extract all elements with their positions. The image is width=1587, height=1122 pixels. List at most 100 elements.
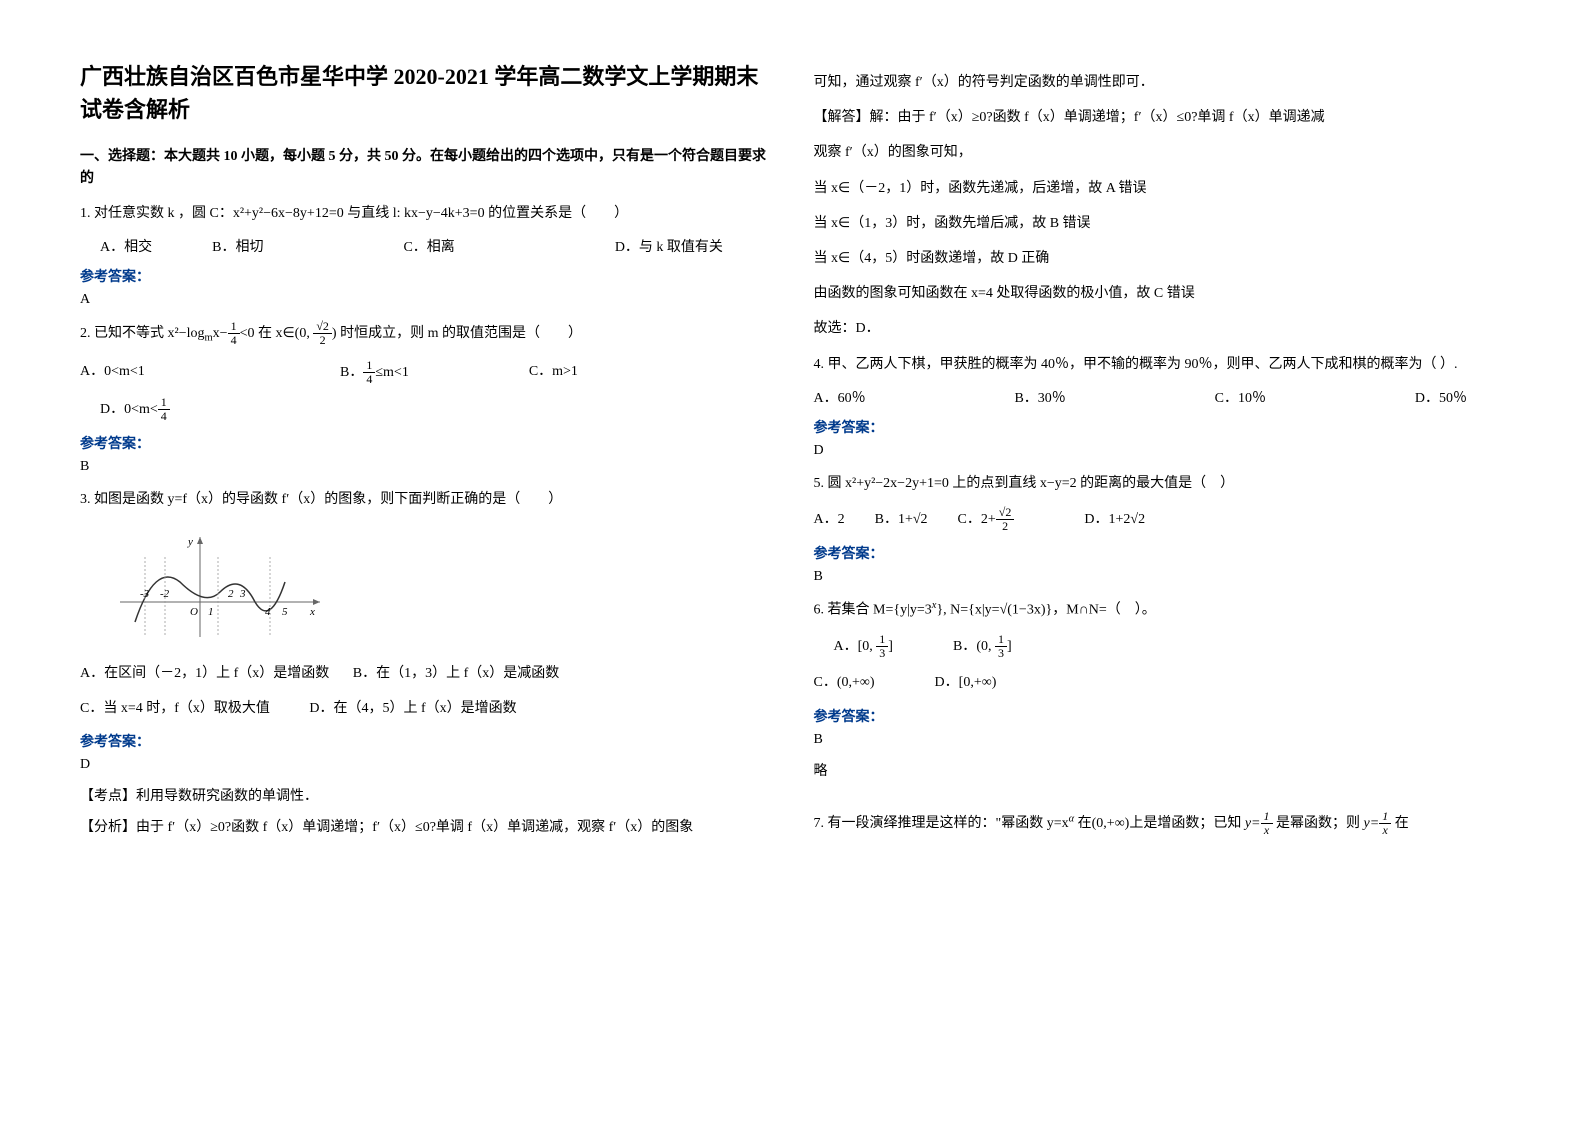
q7-stem-a: 7. 有一段演绎推理是这样的："幂函数 y=x bbox=[814, 816, 1069, 831]
frac-1-4-b: 14 bbox=[363, 359, 375, 386]
q2-opt-d-pre: D．0<m< bbox=[100, 402, 158, 417]
q6-opt-c: C．(0,+∞) bbox=[814, 670, 875, 695]
frac-1-3-b: 13 bbox=[995, 633, 1007, 660]
frac-sqrt2-2-b: √22 bbox=[996, 506, 1015, 533]
svg-text:O: O bbox=[190, 606, 198, 618]
q4-opt-c: C．10％ bbox=[1215, 387, 1266, 407]
q2-opt-c: C．m>1 bbox=[529, 359, 578, 386]
q3-stem: 3. 如图是函数 y=f（x）的导函数 f′（x）的图象，则下面判断正确的是（ … bbox=[80, 487, 774, 512]
q6-ref-label: 参考答案： bbox=[814, 706, 1508, 726]
q6-options-ab: A．[0, 13] B．(0, 13] bbox=[814, 633, 1508, 660]
frac-1-x-b: 1x bbox=[1379, 810, 1391, 837]
q5-opt-a: A．2 bbox=[814, 507, 845, 532]
q6-b-pre: B． bbox=[953, 639, 976, 654]
q2-sub-m: m bbox=[204, 333, 212, 344]
q1-answer: A bbox=[80, 292, 774, 308]
q7-stem-b: 在(0,+∞)上是增函数；已知 bbox=[1074, 816, 1245, 831]
q4-opt-d: D．50％ bbox=[1415, 387, 1467, 407]
q4-stem: 4. 甲、乙两人下棋，甲获胜的概率为 40％，甲不输的概率为 90％，则甲、乙两… bbox=[814, 352, 1508, 377]
q6-a-val: [0, 13] bbox=[858, 639, 893, 654]
q2-opt-b: B．14≤m<1 bbox=[340, 359, 409, 386]
q2-stem-bx: x− bbox=[213, 326, 228, 341]
q6-a-pre: A． bbox=[834, 639, 858, 654]
q6-brief: 略 bbox=[814, 760, 1508, 780]
q5-answer: B bbox=[814, 569, 1508, 585]
q1-opt-b: B．相切 bbox=[212, 236, 263, 256]
q1-opt-d: D．与 k 取值有关 bbox=[615, 236, 723, 256]
q2-stem-a: 2. 已知不等式 x²−log bbox=[80, 326, 204, 341]
q6-stem-a: 6. 若集合 M={y|y=3 bbox=[814, 603, 932, 618]
frac-1-3-a: 13 bbox=[876, 633, 888, 660]
doc-title: 广西壮族自治区百色市星华中学 2020-2021 学年高二数学文上学期期末试卷含… bbox=[80, 60, 774, 126]
q2-opt-b-post: ≤m<1 bbox=[375, 364, 408, 379]
q6-options-cd: C．(0,+∞) D．[0,+∞) bbox=[814, 670, 1508, 695]
q4-ref-label: 参考答案： bbox=[814, 417, 1508, 437]
svg-text:-3: -3 bbox=[140, 588, 150, 600]
q4-opt-b: B．30％ bbox=[1014, 387, 1065, 407]
svg-text:4: 4 bbox=[265, 606, 271, 618]
q4-opt-a: A．60％ bbox=[814, 387, 866, 407]
q3-opt-a: A．在区间（－2，1）上 f（x）是增函数 bbox=[80, 666, 329, 681]
q3-answer: D bbox=[80, 757, 774, 773]
q4-answer: D bbox=[814, 443, 1508, 459]
q7-fn1: y=1x bbox=[1245, 816, 1273, 831]
frac-1-x-a: 1x bbox=[1261, 810, 1273, 837]
q2-answer: B bbox=[80, 459, 774, 475]
q7-stem-c: 是幂函数；则 bbox=[1273, 816, 1364, 831]
q3-opts-ab: A．在区间（－2，1）上 f（x）是增函数 B．在（1，3）上 f（x）是减函数 bbox=[80, 661, 774, 686]
q6-stem-b: }, N={x|y=√(1−3x)}，M∩N=（ ）。 bbox=[936, 603, 1155, 618]
q6-opt-a: A．[0, 13] bbox=[834, 633, 893, 660]
q3-opt-c: C．当 x=4 时，f（x）取极大值 bbox=[80, 701, 270, 716]
q2-opt-b-pre: B． bbox=[340, 364, 363, 379]
q3-analysis: 【分析】由于 f′（x）≥0?函数 f（x）单调递增；f′（x）≤0?单调 f（… bbox=[80, 815, 774, 840]
q3-r1: 可知，通过观察 f′（x）的符号判定函数的单调性即可． bbox=[814, 70, 1508, 95]
q1: 1. 对任意实数 k ，圆 C：x²+y²−6x−8y+12=0 与直线 l: … bbox=[80, 201, 774, 226]
q1-stem: 1. 对任意实数 k ，圆 C：x²+y²−6x−8y+12=0 与直线 l: … bbox=[80, 206, 628, 221]
right-column: 可知，通过观察 f′（x）的符号判定函数的单调性即可． 【解答】解：由于 f′（… bbox=[814, 60, 1508, 850]
frac-sqrt2-2: √22 bbox=[313, 320, 332, 347]
q4-options: A．60％ B．30％ C．10％ D．50％ bbox=[814, 387, 1508, 407]
q3-graph: -3 -2 O 1 2 3 4 5 x y bbox=[80, 527, 774, 647]
q3-opt-b: B．在（1，3）上 f（x）是减函数 bbox=[353, 666, 560, 681]
frac-1-4-c: 14 bbox=[158, 396, 170, 423]
svg-text:-2: -2 bbox=[160, 588, 170, 600]
q3-r4: 当 x∈（－2，1）时，函数先递减，后递增，故 A 错误 bbox=[814, 176, 1508, 201]
q2: 2. 已知不等式 x²−logmx−14<0 在 x∈(0, √22) 时恒成立… bbox=[80, 320, 774, 349]
q1-opt-a: A．相交 bbox=[100, 236, 152, 256]
q1-opt-c: C．相离 bbox=[403, 236, 454, 256]
svg-text:2: 2 bbox=[228, 588, 234, 600]
q2-ref-label: 参考答案： bbox=[80, 433, 774, 453]
q3-r3: 观察 f′（x）的图象可知， bbox=[814, 140, 1508, 165]
q3-tag: 【考点】利用导数研究函数的单调性． bbox=[80, 785, 774, 805]
q2-stem-c: <0 在 x∈(0, bbox=[240, 326, 314, 341]
q3-r5: 当 x∈（1，3）时，函数先增后减，故 B 错误 bbox=[814, 211, 1508, 236]
frac-1-4-a: 14 bbox=[228, 320, 240, 347]
svg-text:5: 5 bbox=[282, 606, 288, 618]
q6-stem: 6. 若集合 M={y|y=3x}, N={x|y=√(1−3x)}，M∩N=（… bbox=[814, 597, 1508, 623]
q2-options-row2: D．0<m<14 bbox=[80, 396, 774, 423]
q5-ref-label: 参考答案： bbox=[814, 543, 1508, 563]
q6-b-val: (0, 13] bbox=[976, 639, 1011, 654]
q1-options: A．相交 B．相切 C．相离 D．与 k 取值有关 bbox=[80, 236, 774, 256]
left-column: 广西壮族自治区百色市星华中学 2020-2021 学年高二数学文上学期期末试卷含… bbox=[80, 60, 774, 850]
q3-ref-label: 参考答案： bbox=[80, 731, 774, 751]
svg-text:y: y bbox=[187, 536, 193, 548]
svg-text:3: 3 bbox=[239, 588, 246, 600]
q7: 7. 有一段演绎推理是这样的："幂函数 y=xα 在(0,+∞)上是增函数；已知… bbox=[814, 810, 1508, 837]
q5-opt-c: C．2+√22 bbox=[958, 506, 1015, 533]
page-root: 广西壮族自治区百色市星华中学 2020-2021 学年高二数学文上学期期末试卷含… bbox=[80, 60, 1507, 850]
q3-r8: 故选：D． bbox=[814, 316, 1508, 341]
q5-options: A．2 B．1+√2 C．2+√22 D．1+2√2 bbox=[814, 506, 1508, 533]
q5-opt-d: D．1+2√2 bbox=[1084, 507, 1145, 532]
q1-ref-label: 参考答案： bbox=[80, 266, 774, 286]
q3-r6: 当 x∈（4，5）时函数递增，故 D 正确 bbox=[814, 246, 1508, 271]
q2-opt-a: A．0<m<1 bbox=[80, 359, 340, 386]
q3-opt-d: D．在（4，5）上 f（x）是增函数 bbox=[309, 701, 516, 716]
q2-options-row1: A．0<m<1 B．14≤m<1 C．m>1 bbox=[80, 359, 774, 386]
q2-opt-d: D．0<m<14 bbox=[100, 402, 170, 417]
q5-opt-c-pre: C．2+ bbox=[958, 512, 996, 527]
q5-stem: 5. 圆 x²+y²−2x−2y+1=0 上的点到直线 x−y=2 的距离的最大… bbox=[814, 471, 1508, 496]
svg-text:1: 1 bbox=[208, 606, 214, 618]
q3-r7: 由函数的图象可知函数在 x=4 处取得函数的极小值，故 C 错误 bbox=[814, 281, 1508, 306]
q7-fn2: y=1x bbox=[1364, 816, 1392, 831]
